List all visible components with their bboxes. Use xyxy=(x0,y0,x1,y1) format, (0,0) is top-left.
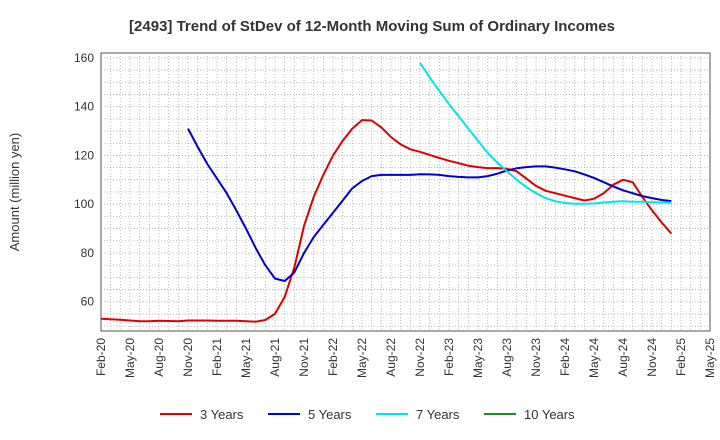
y-tick-label: 60 xyxy=(81,295,95,309)
legend-label-7-years: 7 Years xyxy=(416,407,460,422)
x-tick-label: Aug-22 xyxy=(384,338,398,377)
y-axis-label: Amount (million yen) xyxy=(7,133,22,252)
plot-frame xyxy=(100,52,711,332)
chart-title: [2493] Trend of StDev of 12-Month Moving… xyxy=(129,18,615,35)
x-tick-label: May-23 xyxy=(471,338,485,378)
x-tick-label: Nov-24 xyxy=(645,338,659,377)
y-tick-label: 80 xyxy=(81,246,95,260)
x-tick-label: Aug-20 xyxy=(152,338,166,377)
legend: 3 Years 5 Years 7 Years 10 Years xyxy=(160,407,575,422)
x-tick-label: May-21 xyxy=(239,338,253,378)
y-tick-label: 120 xyxy=(74,148,94,162)
x-tick-label: Nov-21 xyxy=(297,338,311,377)
series-line-3-years xyxy=(100,119,673,323)
x-tick-label: Feb-20 xyxy=(94,338,108,376)
y-tick-label: 140 xyxy=(74,100,94,114)
legend-label-10-years: 10 Years xyxy=(524,407,575,422)
x-tick-label: Aug-24 xyxy=(616,338,630,377)
x-tick-label: Nov-22 xyxy=(413,338,427,377)
series-line-5-years xyxy=(187,128,672,282)
x-tick-label: Aug-21 xyxy=(268,338,282,377)
plot-area: 60 80 100 120 140 160 Feb-20 May-20 Aug-20 Nov-20… xyxy=(74,51,717,378)
series-line-7-years xyxy=(419,62,672,205)
x-tick-label: Feb-23 xyxy=(442,338,456,376)
x-tick-label: Feb-24 xyxy=(558,338,572,376)
x-tick-label: Nov-23 xyxy=(529,338,543,377)
x-tick-label: May-25 xyxy=(703,338,717,378)
legend-label-3-years: 3 Years xyxy=(200,407,244,422)
y-tick-label: 100 xyxy=(74,197,94,211)
x-tick-label: Feb-21 xyxy=(210,338,224,376)
x-tick-label: Nov-20 xyxy=(181,338,195,377)
x-tick-label: May-24 xyxy=(587,338,601,378)
x-tick-label: Aug-23 xyxy=(500,338,514,377)
x-tick-label: Feb-22 xyxy=(326,338,340,376)
x-tick-label: May-20 xyxy=(123,338,137,378)
x-tick-label: Feb-25 xyxy=(674,338,688,376)
y-tick-label: 160 xyxy=(74,51,94,65)
legend-label-5-years: 5 Years xyxy=(308,407,352,422)
x-tick-label: May-22 xyxy=(355,338,369,378)
